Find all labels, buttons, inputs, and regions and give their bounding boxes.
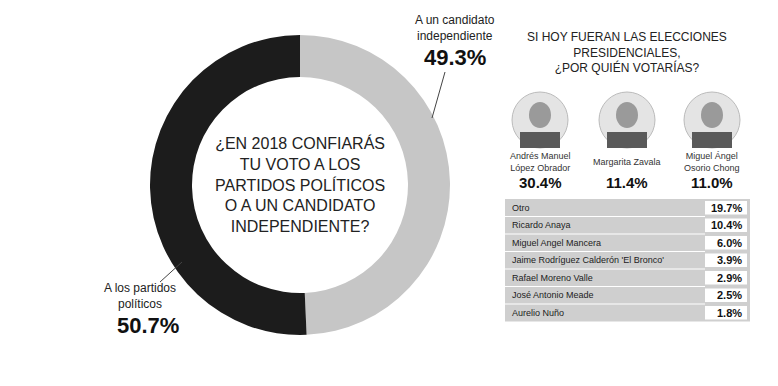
svg-text:A un candidatoindependiente: A un candidatoindependiente	[415, 13, 495, 43]
svg-text:Otro: Otro	[512, 203, 530, 213]
svg-text:3.9%: 3.9%	[717, 254, 742, 266]
svg-text:10.4%: 10.4%	[711, 219, 742, 231]
svg-text:Miguel ÁngelOsorio Chong: Miguel ÁngelOsorio Chong	[684, 151, 740, 173]
svg-text:2.5%: 2.5%	[717, 289, 742, 301]
svg-text:50.7%: 50.7%	[117, 313, 179, 338]
svg-text:Andrés ManuelLópez Obrador: Andrés ManuelLópez Obrador	[510, 151, 571, 173]
svg-text:Ricardo Anaya: Ricardo Anaya	[512, 220, 571, 230]
svg-text:¿EN 2018 CONFIARÁSTU VOTO A LO: ¿EN 2018 CONFIARÁSTU VOTO A LOSPARTIDOS …	[215, 134, 385, 235]
svg-text:Margarita Zavala: Margarita Zavala	[593, 157, 661, 167]
svg-text:11.4%: 11.4%	[606, 174, 648, 191]
svg-text:30.4%: 30.4%	[519, 174, 562, 191]
svg-text:6.0%: 6.0%	[717, 237, 742, 249]
svg-text:Rafael Moreno Valle: Rafael Moreno Valle	[512, 273, 593, 283]
svg-text:Aurelio Nuño: Aurelio Nuño	[512, 308, 564, 318]
svg-text:SI HOY FUERAN LAS ELECCIONESPR: SI HOY FUERAN LAS ELECCIONESPRESIDENCIAL…	[527, 30, 727, 75]
svg-text:Jaime Rodríguez Calderón 'El B: Jaime Rodríguez Calderón 'El Bronco'	[512, 255, 664, 265]
svg-text:2.9%: 2.9%	[717, 272, 742, 284]
svg-text:49.3%: 49.3%	[424, 45, 486, 70]
svg-text:A los partidospolíticos: A los partidospolíticos	[104, 281, 176, 311]
svg-text:19.7%: 19.7%	[711, 202, 742, 214]
svg-text:José Antonio Meade: José Antonio Meade	[512, 290, 594, 300]
svg-text:11.0%: 11.0%	[691, 174, 733, 191]
svg-text:Miguel Angel Mancera: Miguel Angel Mancera	[512, 238, 601, 248]
svg-text:1.8%: 1.8%	[717, 307, 742, 319]
